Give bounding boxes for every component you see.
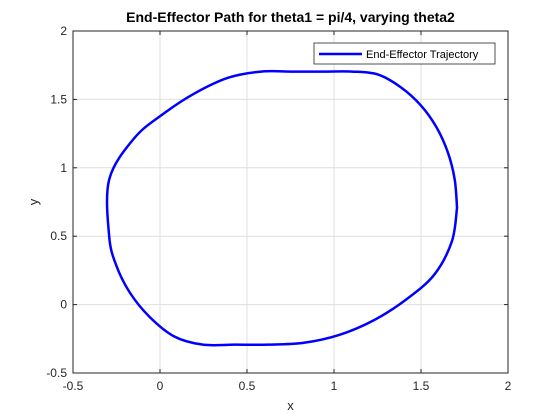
chart-title: End-Effector Path for theta1 = pi/4, var…: [126, 9, 455, 25]
y-tick-label: 1: [60, 161, 67, 175]
x-tick-label: 1.5: [413, 379, 430, 393]
y-tick-label: 1.5: [50, 92, 67, 106]
x-tick-label: 2: [505, 379, 512, 393]
y-tick-label: 0: [60, 298, 67, 312]
y-tick-label: 2: [60, 24, 67, 38]
y-tick-label: 0.5: [50, 229, 67, 243]
series-line-end-effector-trajectory: [105, 69, 459, 347]
plot-area-background: [73, 31, 508, 373]
x-tick-label: 1: [331, 379, 338, 393]
x-tick-label: -0.5: [63, 379, 84, 393]
legend: End-Effector Trajectory: [313, 42, 496, 65]
x-tick-label: 0: [157, 379, 164, 393]
legend-entry-label: End-Effector Trajectory: [366, 49, 479, 61]
y-axis-label: y: [26, 198, 41, 205]
x-axis-label: x: [287, 398, 294, 413]
plot-area-border: [72, 30, 509, 374]
x-tick-label: 0.5: [239, 379, 256, 393]
legend-box: [313, 42, 496, 65]
ticks: -0.5 0 0.5 1 1.5 2 -0.5 0 0.5 1 1.5 2: [46, 24, 511, 393]
y-tick-label: -0.5: [46, 366, 67, 380]
series-layer: [105, 69, 459, 347]
